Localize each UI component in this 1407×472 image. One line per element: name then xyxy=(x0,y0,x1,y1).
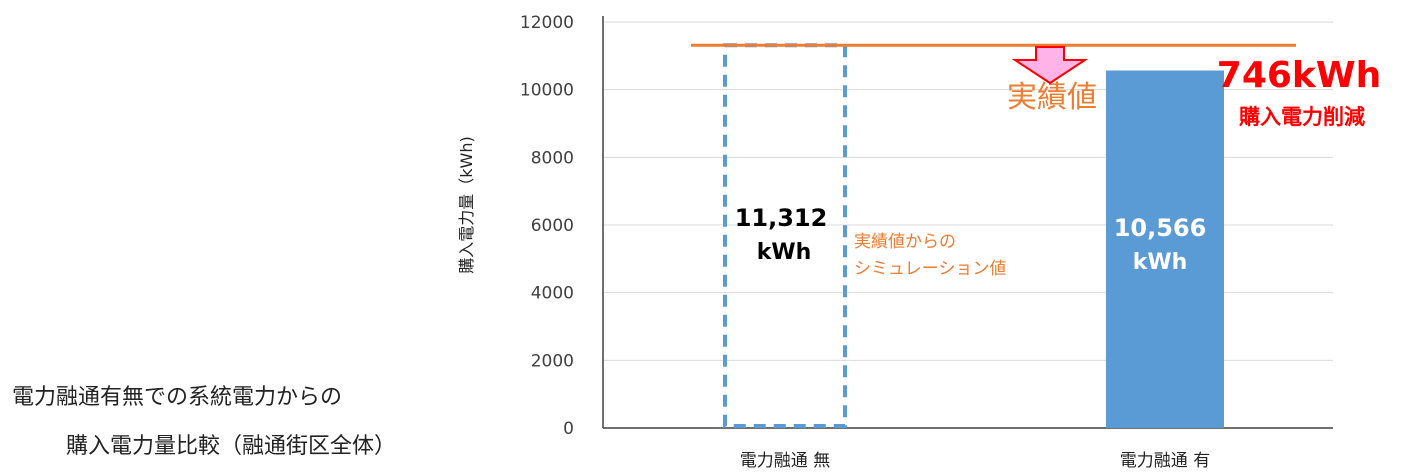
y-axis-label: 購入電力量（kWh) xyxy=(457,136,476,273)
y-tick-label: 6000 xyxy=(531,216,574,236)
reduction-label: 購入電力削減 xyxy=(1238,105,1365,129)
x-category-label: 電力融通 無 xyxy=(740,451,830,471)
down-arrow-icon xyxy=(1011,46,1089,85)
y-tick-label: 10000 xyxy=(520,81,574,101)
y-tick-label: 12000 xyxy=(520,13,574,33)
bar1-value-line2: kWh xyxy=(757,240,812,265)
caption-line1: 電力融通有無での系統電力からの xyxy=(12,385,342,410)
simulation-note-line2: シミュレーション値 xyxy=(854,259,1006,279)
bar2-value-line1: 10,566 xyxy=(1114,214,1207,242)
simulation-note-line1: 実績値からの xyxy=(854,232,956,252)
bars xyxy=(723,43,1224,428)
x-category-label: 電力融通 有 xyxy=(1120,451,1210,471)
bar1-value-line1: 11,312 xyxy=(735,204,828,232)
bar xyxy=(1106,70,1224,428)
bar2-value-line2: kWh xyxy=(1133,250,1188,275)
y-tick-label: 2000 xyxy=(531,351,574,371)
y-tick-labels: 0 2000 4000 6000 8000 10000 12000 xyxy=(520,13,574,439)
x-category-labels: 電力融通 無 電力融通 有 xyxy=(740,451,1210,471)
reference-line-label: 実績値 xyxy=(1007,80,1097,115)
y-tick-label: 8000 xyxy=(531,148,574,168)
reduction-value: 746kWh xyxy=(1217,55,1381,96)
bar xyxy=(723,43,847,428)
y-tick-label: 0 xyxy=(563,419,574,439)
y-tick-label: 4000 xyxy=(531,284,574,304)
caption-line2: 購入電力量比較（融通街区全体） xyxy=(66,434,396,459)
